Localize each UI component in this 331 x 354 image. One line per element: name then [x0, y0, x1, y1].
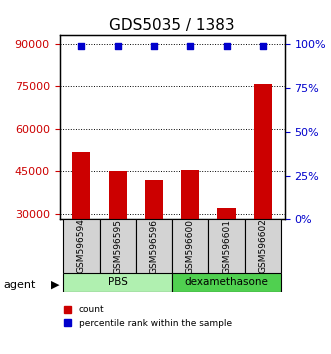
Text: GSM596595: GSM596595: [113, 218, 122, 274]
Point: [188, 43, 193, 49]
Text: GSM596594: GSM596594: [77, 218, 86, 274]
Text: ▶: ▶: [51, 280, 60, 290]
FancyBboxPatch shape: [63, 219, 100, 273]
Point: [260, 43, 265, 49]
FancyBboxPatch shape: [136, 219, 172, 273]
Text: GSM596602: GSM596602: [259, 218, 267, 274]
Point: [79, 43, 84, 49]
FancyBboxPatch shape: [172, 219, 209, 273]
Bar: [109, 171, 127, 299]
Point: [115, 43, 120, 49]
Legend: count, percentile rank within the sample: count, percentile rank within the sample: [64, 306, 232, 328]
Point: [224, 43, 229, 49]
Bar: [145, 180, 163, 299]
Bar: [181, 170, 199, 299]
Text: PBS: PBS: [108, 277, 128, 287]
Bar: [72, 152, 90, 299]
Point: [151, 43, 157, 49]
Text: dexamethasone: dexamethasone: [185, 277, 268, 287]
Bar: [217, 208, 236, 299]
Text: agent: agent: [3, 280, 36, 290]
FancyBboxPatch shape: [245, 219, 281, 273]
Bar: [254, 84, 272, 299]
FancyBboxPatch shape: [63, 273, 172, 292]
Text: GSM596601: GSM596601: [222, 218, 231, 274]
FancyBboxPatch shape: [172, 273, 281, 292]
FancyBboxPatch shape: [100, 219, 136, 273]
FancyBboxPatch shape: [209, 219, 245, 273]
Text: GSM596596: GSM596596: [150, 218, 159, 274]
Text: GSM596600: GSM596600: [186, 218, 195, 274]
Title: GDS5035 / 1383: GDS5035 / 1383: [109, 18, 235, 33]
